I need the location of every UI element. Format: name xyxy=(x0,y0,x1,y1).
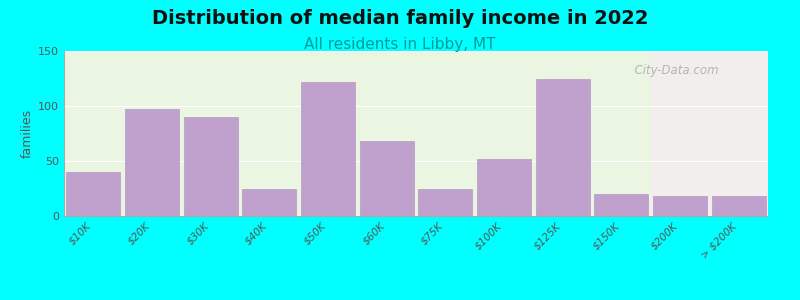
Bar xyxy=(653,196,707,216)
Bar xyxy=(242,188,296,216)
Bar xyxy=(418,188,472,216)
Text: All residents in Libby, MT: All residents in Libby, MT xyxy=(304,38,496,52)
Bar xyxy=(184,117,238,216)
Bar xyxy=(536,79,590,216)
Bar xyxy=(477,159,531,216)
Text: Distribution of median family income in 2022: Distribution of median family income in … xyxy=(152,9,648,28)
Text: City-Data.com: City-Data.com xyxy=(627,64,719,77)
Y-axis label: families: families xyxy=(21,109,34,158)
Bar xyxy=(360,141,414,216)
Bar xyxy=(66,172,120,216)
Bar xyxy=(594,194,648,216)
Bar xyxy=(712,196,766,216)
Bar xyxy=(650,51,768,216)
Bar xyxy=(301,82,355,216)
Bar xyxy=(125,109,179,216)
